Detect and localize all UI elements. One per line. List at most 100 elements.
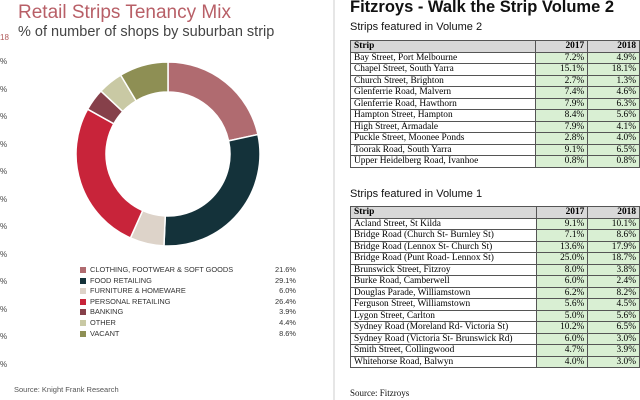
donut-slice-clothing-footwear-soft-goods	[167, 61, 259, 142]
legend-value: 26.4%	[275, 296, 296, 306]
table-row: Lygon Street, Carlton 5.0% 5.6%	[350, 309, 640, 322]
legend-value: 21.6%	[275, 265, 296, 274]
percent-cell: 3.9%	[587, 344, 640, 357]
strip-name-cell: Smith Street, Collingwood	[350, 344, 537, 357]
legend-label: OTHER	[90, 317, 116, 327]
strip-name-cell: Chapel Street, South Yarra	[349, 63, 537, 76]
percent-cell: 6.3%	[587, 97, 640, 110]
legend-label: VACANT	[90, 328, 120, 338]
cropped-percent-mark: %	[0, 57, 8, 66]
strip-name-cell: Bridge Road (Punt Road- Lennox St)	[350, 252, 537, 265]
percent-cell: 18.1%	[587, 63, 640, 76]
cropped-percent-mark: %	[0, 112, 8, 121]
legend-swatch	[80, 309, 86, 316]
percent-cell: 8.2%	[587, 286, 640, 299]
table-row: Burke Road, Camberwell 6.0% 2.4%	[350, 275, 640, 288]
column-header: Strip	[350, 206, 537, 219]
column-header: Strip	[349, 40, 537, 53]
donut-slice-vacant	[119, 61, 169, 102]
volume1-table: Strip 2017 2018 Acland Street, St Kilda 9.1%…	[350, 206, 640, 368]
cropped-percent-mark: %	[0, 332, 8, 341]
percent-cell: 18.7%	[587, 252, 640, 265]
strip-name-cell: Hampton Street, Hampton	[349, 109, 537, 122]
strip-name-cell: Sydney Road (Moreland Rd- Victoria St)	[350, 321, 537, 334]
chart-subtitle: % of number of shops by suburban strip	[18, 24, 275, 40]
legend-item: CLOTHING, FOOTWEAR & SOFT GOODS 21.6%	[80, 265, 296, 276]
strip-name-cell: Bridge Road (Lennox St- Church St)	[350, 240, 537, 253]
legend-label: FOOD RETAILING	[90, 275, 152, 285]
strip-name-cell: Sydney Road (Victoria St- Brunswick Rd)	[350, 332, 537, 345]
table-header-row: Strip 2017 2018	[350, 206, 640, 219]
table-row: Smith Street, Collingwood 4.7% 3.9%	[350, 344, 640, 357]
strip-name-cell: High Street, Armadale	[349, 120, 537, 133]
strip-name-cell: Puckle Street, Moonee Ponds	[349, 132, 537, 145]
percent-cell: 9.1%	[535, 143, 589, 156]
percent-cell: 9.1%	[535, 217, 589, 230]
percent-cell: 25.0%	[535, 252, 589, 265]
strip-name-cell: Bay Street, Port Melbourne	[349, 51, 537, 64]
column-header: 2017	[535, 206, 589, 219]
percent-cell: 0.8%	[587, 155, 640, 168]
percent-cell: 10.2%	[535, 321, 589, 334]
table-source: Source: Fitzroys	[350, 388, 410, 398]
table-row: Ferguson Street, Williamstown 5.6% 4.5%	[350, 298, 640, 311]
legend-item: FOOD RETAILING 29.1%	[80, 276, 296, 287]
percent-cell: 2.8%	[535, 132, 589, 145]
legend-swatch	[80, 277, 86, 284]
legend-label: BANKING	[90, 307, 124, 317]
legend-swatch	[80, 288, 86, 295]
percent-cell: 4.9%	[587, 51, 640, 64]
volume2-table: Strip 2017 2018 Bay Street, Port Melbourne 7…	[349, 40, 640, 168]
legend-label: CLOTHING, FOOTWEAR & SOFT GOODS	[90, 265, 234, 274]
percent-cell: 13.6%	[535, 240, 589, 253]
legend-label: PERSONAL RETAILING	[90, 296, 171, 306]
donut-slice-personal-retailing	[75, 108, 144, 239]
chart-title: Retail Strips Tenancy Mix	[18, 2, 231, 23]
cropped-percent-mark: %	[0, 139, 8, 149]
table-row: Acland Street, St Kilda 9.1% 10.1%	[350, 217, 640, 230]
strip-name-cell: Douglas Parade, Williamstown	[350, 286, 537, 299]
strip-name-cell: Acland Street, St Kilda	[350, 217, 537, 230]
cropped-percent-mark: %	[0, 84, 8, 94]
percent-cell: 4.0%	[587, 132, 640, 145]
table-row: High Street, Armadale 7.9% 4.1%	[349, 120, 640, 133]
cropped-percent-mark: %	[0, 359, 8, 369]
legend-item: PERSONAL RETAILING 26.4%	[80, 297, 296, 308]
volume1-heading: Strips featured in Volume 1	[350, 188, 483, 200]
legend-item: OTHER 4.4%	[80, 318, 296, 329]
table-row: Sydney Road (Victoria St- Brunswick Rd) 6…	[350, 332, 640, 345]
legend-swatch	[80, 298, 86, 305]
table-row: Bridge Road (Church St- Burnley St) 7.1% 8…	[350, 229, 640, 242]
legend-item: VACANT 8.6%	[80, 329, 296, 340]
table-row: Chapel Street, South Yarra 15.1% 18.1%	[349, 63, 640, 76]
strip-name-cell: Glenferrie Road, Malvern	[349, 86, 537, 99]
table-row: Bridge Road (Lennox St- Church St) 13.6% 1…	[350, 240, 640, 253]
percent-cell: 10.1%	[587, 217, 640, 230]
table-header-row: Strip 2017 2018	[349, 40, 640, 53]
table-row: Church Street, Brighton 2.7% 1.3%	[349, 74, 640, 87]
strip-name-cell: Bridge Road (Church St- Burnley St)	[350, 229, 537, 242]
volume2-heading: Strips featured in Volume 2	[350, 21, 483, 33]
cropped-percent-mark: %	[0, 167, 8, 176]
strip-name-cell: Glenferrie Road, Hawthorn	[349, 97, 537, 110]
walk-the-strip-panel: Fitzroys - Walk the Strip Volume 2 Strip…	[336, 0, 640, 400]
column-header: 2017	[535, 40, 589, 53]
strip-name-cell: Burke Road, Camberwell	[350, 275, 537, 288]
percent-cell: 4.6%	[587, 86, 640, 99]
cropped-percent-mark: %	[0, 304, 8, 314]
table-row: Douglas Parade, Williamstown 6.2% 8.2%	[350, 286, 640, 299]
percent-cell: 0.8%	[535, 155, 589, 168]
table-row: Puckle Street, Moonee Ponds 2.8% 4.0%	[349, 132, 640, 145]
table-row: Bridge Road (Punt Road- Lennox St) 25.0% 1…	[350, 252, 640, 265]
strip-name-cell: Whitehorse Road, Balwyn	[350, 355, 537, 368]
percent-cell: 7.2%	[535, 51, 589, 64]
strip-name-cell: Brunswick Street, Fitzroy	[350, 263, 537, 276]
percent-cell: 3.0%	[587, 355, 640, 368]
panel-divider	[333, 0, 335, 400]
table-panel-title: Fitzroys - Walk the Strip Volume 2	[350, 0, 615, 16]
strip-name-cell: Toorak Road, South Yarra	[349, 143, 537, 156]
percent-cell: 6.5%	[587, 143, 640, 156]
percent-cell: 7.4%	[535, 86, 589, 99]
percent-cell: 7.9%	[535, 97, 589, 110]
strip-name-cell: Upper Heidelberg Road, Ivanhoe	[349, 155, 537, 168]
